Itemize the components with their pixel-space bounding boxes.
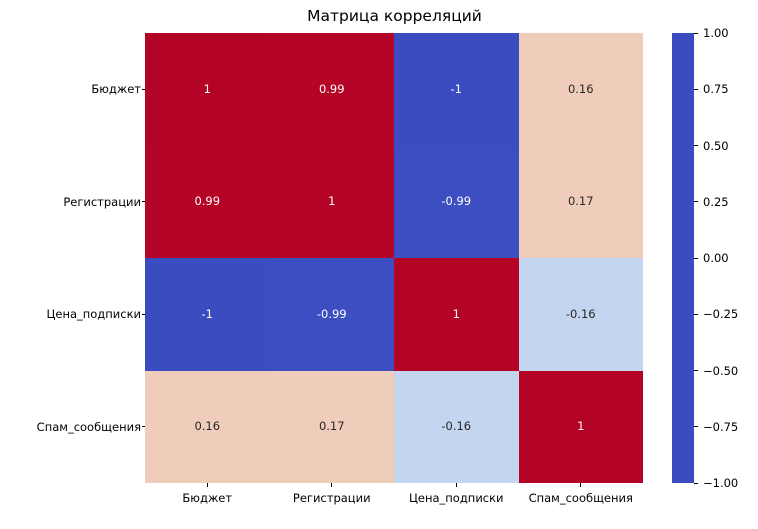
colorbar-tick-label: 0.25 xyxy=(703,194,729,209)
heatmap-cell: -0.99 xyxy=(269,258,394,371)
colorbar-tick-label: 0.00 xyxy=(703,251,729,265)
heatmap-cell: 1 xyxy=(518,370,643,483)
heatmap-cell: 1 xyxy=(269,145,394,258)
colorbar-tick-mark xyxy=(694,32,698,34)
colorbar-tick-labels: 1.00 0.75 0.50 0.25 0.00 −0.25 −0.50 −0.75 −1.00 xyxy=(672,26,758,490)
colorbar-tick-label: 1.00 xyxy=(703,26,729,40)
colorbar-tick-label: −0.25 xyxy=(703,307,739,322)
x-axis-tick-label: Бюджет xyxy=(145,483,270,529)
y-axis: Бюджет Регистрации Цена_подписки Спам_сообщ… xyxy=(0,33,145,483)
y-axis-tick-mark xyxy=(141,88,145,90)
y-axis-tick-label: Бюджет xyxy=(0,33,145,146)
heatmap-cell: -0.16 xyxy=(394,370,519,483)
heatmap-cell: 0.16 xyxy=(518,33,643,146)
x-axis-tick-label: Цена_подписки xyxy=(394,483,519,529)
colorbar-tick-mark xyxy=(694,257,698,259)
colorbar-tick-label: −0.75 xyxy=(703,419,739,434)
heatmap-cell: -1 xyxy=(145,258,270,371)
y-axis-tick-label: Регистрации xyxy=(0,146,145,259)
x-axis: Бюджет Регистрации Цена_подписки Спам_сообщ… xyxy=(145,483,643,529)
colorbar-tick-mark xyxy=(694,482,698,484)
x-axis-tick-mark xyxy=(580,483,582,487)
heatmap-cell: 0.99 xyxy=(269,33,394,146)
colorbar-tick-mark xyxy=(694,201,698,203)
x-axis-tick-mark xyxy=(206,483,208,487)
colorbar-tick-mark xyxy=(694,313,698,315)
x-axis-label-text: Бюджет xyxy=(182,491,233,505)
colorbar-tick-label: −1.00 xyxy=(703,476,739,490)
y-axis-label-text: Регистрации xyxy=(63,194,141,209)
colorbar-gradient xyxy=(672,33,694,483)
colorbar-tick-mark xyxy=(694,88,698,90)
heatmap-cell: 0.16 xyxy=(145,370,270,483)
heatmap-cell: -0.16 xyxy=(518,258,643,371)
heatmap-cell: 0.17 xyxy=(518,145,643,258)
x-axis-label-text: Спам_сообщения xyxy=(528,491,633,505)
heatmap-grid: 1 0.99 -1 0.16 0.99 1 -0.99 0.17 -1 -0.99 1 -0.16 0.… xyxy=(145,33,643,483)
x-axis-tick-mark xyxy=(331,483,333,487)
colorbar-tick-mark xyxy=(694,370,698,371)
x-axis-label-text: Регистрации xyxy=(292,491,371,505)
x-axis-label-text: Цена_подписки xyxy=(408,491,504,505)
colorbar-tick-label: 0.50 xyxy=(703,138,729,153)
x-axis-tick-label: Регистрации xyxy=(270,483,395,529)
heatmap-cell: 1 xyxy=(145,33,270,146)
heatmap-cell: 0.17 xyxy=(269,370,394,483)
heatmap-cell: -0.99 xyxy=(394,145,519,258)
y-axis-tick-label: Спам_сообщения xyxy=(0,371,145,484)
colorbar-tick-label: −0.50 xyxy=(703,363,739,378)
colorbar-tick-mark xyxy=(694,145,698,146)
colorbar-tick-label: 0.75 xyxy=(703,82,729,97)
y-axis-tick-label: Цена_подписки xyxy=(0,258,145,371)
page-title: Матрица корреляций xyxy=(307,7,482,25)
colorbar xyxy=(672,33,694,483)
colorbar-tick-mark xyxy=(694,426,698,428)
heatmap-cell: 1 xyxy=(394,258,519,371)
y-axis-tick-mark xyxy=(141,426,145,428)
y-axis-label-text: Цена_подписки xyxy=(46,307,141,322)
x-axis-tick-label: Спам_сообщения xyxy=(519,483,644,529)
y-axis-tick-mark xyxy=(141,201,145,203)
y-axis-label-text: Спам_сообщения xyxy=(36,419,141,434)
y-axis-tick-mark xyxy=(141,313,145,315)
y-axis-label-text: Бюджет xyxy=(91,82,141,97)
heatmap-cell: 0.99 xyxy=(145,145,270,258)
x-axis-tick-mark xyxy=(455,483,457,487)
heatmap-cell: -1 xyxy=(394,33,519,146)
